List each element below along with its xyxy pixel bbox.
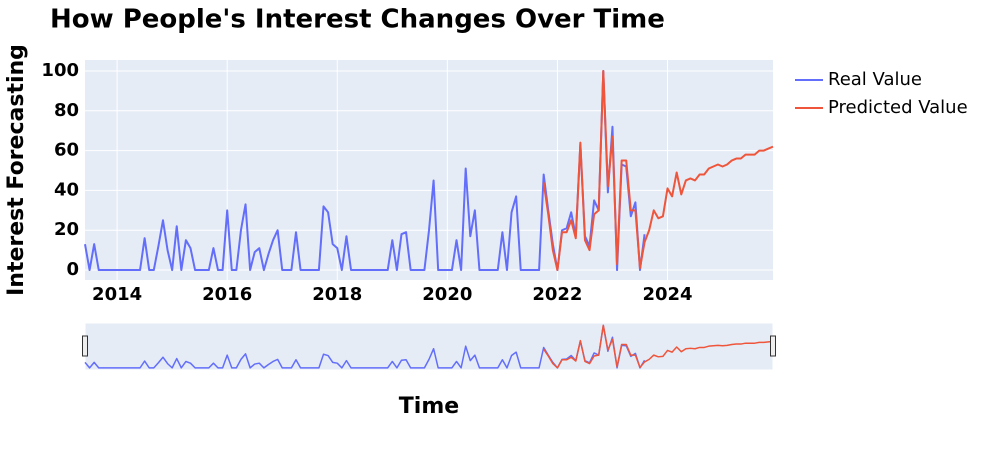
slider-handle [770, 335, 776, 357]
slider-line [543, 324, 774, 369]
y-tick-label: 80 [54, 100, 79, 121]
x-tick-label: 2022 [532, 284, 582, 305]
x-axis-label: Time [399, 394, 459, 419]
x-tick-label: 2024 [642, 284, 692, 305]
x-tick-label: 2020 [422, 284, 472, 305]
chart-title: How People's Interest Changes Over Time [50, 5, 665, 35]
plot-background [85, 60, 773, 280]
x-tick-label: 2014 [92, 284, 142, 305]
y-tick-label: 20 [54, 219, 79, 240]
y-tick-label: 40 [54, 179, 79, 200]
y-tick-label: 0 [66, 259, 79, 280]
x-tick-label: 2016 [202, 284, 252, 305]
x-tick-label: 2018 [312, 284, 362, 305]
y-axis-label: Interest Forecasting [4, 44, 29, 296]
legend-label: Predicted Value [828, 97, 968, 118]
y-tick-label: 60 [54, 140, 79, 161]
legend-label: Real Value [828, 69, 922, 90]
slider-handle [82, 335, 88, 357]
y-tick-label: 100 [41, 60, 79, 81]
line [542, 69, 774, 272]
